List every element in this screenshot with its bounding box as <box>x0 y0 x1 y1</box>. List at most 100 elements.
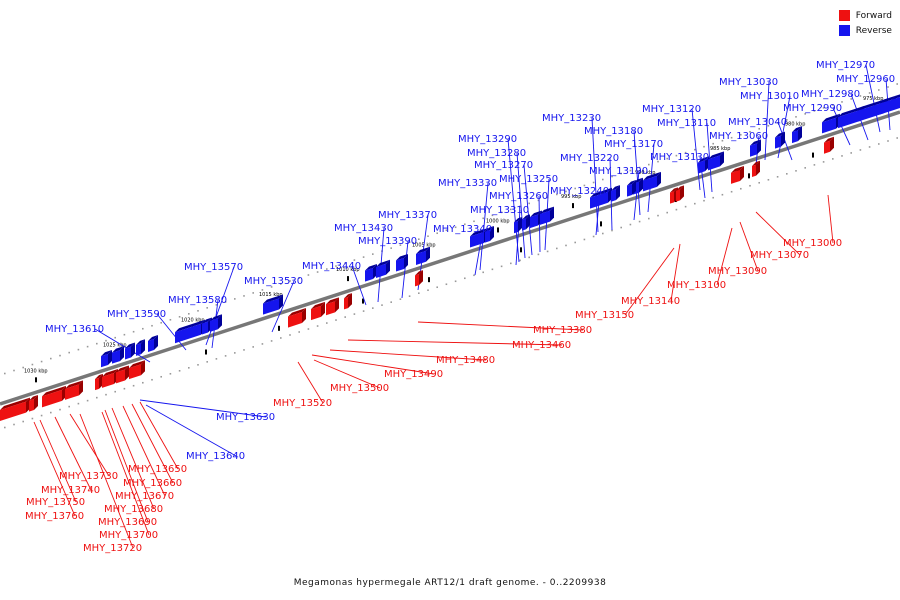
axis-line <box>0 110 900 406</box>
connector-line <box>739 221 759 272</box>
upper-dot <box>142 327 144 330</box>
connector-line <box>827 194 834 244</box>
lower-dot <box>500 265 503 268</box>
connector-line <box>111 407 155 510</box>
lower-dot <box>519 259 521 262</box>
upper-dot <box>896 83 898 85</box>
forward-gene <box>29 394 38 412</box>
legend-forward: Forward <box>838 8 892 23</box>
upper-dot <box>252 292 254 294</box>
lower-dot <box>850 152 852 154</box>
lower-dot <box>243 349 245 351</box>
legend: Forward Reverse <box>838 8 892 38</box>
lower-dot <box>215 358 218 360</box>
forward-gene <box>116 365 129 384</box>
tick-mark <box>362 298 364 304</box>
lower-dot <box>224 355 227 357</box>
upper-dot <box>206 307 208 309</box>
gene-label: MHY_13570 <box>184 262 243 273</box>
tick-label: 995 kbp <box>561 194 581 200</box>
lower-dot <box>896 137 898 139</box>
tick-mark <box>748 173 750 179</box>
forward-swatch <box>838 10 850 21</box>
lower-dot <box>316 325 319 327</box>
reverse-gene <box>892 94 900 111</box>
lower-dot <box>795 170 797 172</box>
forward-gene <box>752 160 760 178</box>
connector-line <box>755 211 801 256</box>
upper-dot <box>519 205 521 208</box>
upper-dot <box>13 369 15 372</box>
connector-line <box>311 354 435 375</box>
lower-dot <box>712 196 714 199</box>
lower-dot <box>556 247 558 250</box>
lower-dot <box>859 149 862 151</box>
gene-label: MHY_13690 <box>98 517 157 528</box>
gene-label: MHY_13670 <box>115 491 174 502</box>
gene-label: MHY_13490 <box>384 369 443 380</box>
connector-line <box>624 247 675 316</box>
gene-label: MHY_13440 <box>302 261 361 272</box>
connector-line <box>401 240 409 299</box>
lower-dot <box>86 399 89 402</box>
lower-dot <box>611 229 613 232</box>
lower-dot <box>123 387 126 390</box>
gene-label: MHY_13070 <box>750 250 809 261</box>
lower-dot <box>142 381 144 384</box>
upper-dot <box>482 217 484 220</box>
upper-dot <box>657 160 659 163</box>
upper-dot <box>611 175 613 178</box>
tick-label: 1025 kbp <box>103 343 127 349</box>
lower-dot <box>335 319 337 321</box>
upper-dot <box>68 351 70 354</box>
lower-dot <box>160 375 162 378</box>
lower-dot <box>546 250 549 253</box>
connector-line <box>104 409 149 523</box>
lower-dot <box>776 176 779 178</box>
lower-dot <box>188 367 190 369</box>
lower-dot <box>132 384 135 387</box>
upper-dot <box>280 283 282 285</box>
upper-dot <box>878 89 880 91</box>
lower-dot <box>464 277 466 280</box>
upper-dot <box>730 136 733 139</box>
lower-dot <box>381 304 383 306</box>
upper-dot <box>537 199 540 202</box>
reverse-gene <box>792 126 802 144</box>
lower-dot <box>666 211 668 214</box>
upper-dot <box>335 265 337 267</box>
upper-dot <box>758 127 760 130</box>
lower-dot <box>878 143 880 145</box>
gene-label: MHY_13700 <box>99 530 158 541</box>
tick-mark <box>347 276 349 282</box>
connector-line <box>516 152 526 259</box>
lower-dot <box>537 253 540 256</box>
gene-label: MHY_13460 <box>512 340 571 351</box>
upper-dot <box>86 345 89 348</box>
lower-dot <box>197 364 199 366</box>
gene-label: MHY_13760 <box>25 511 84 522</box>
lower-dot <box>675 208 678 211</box>
tick-mark <box>600 221 602 227</box>
upper-dot <box>786 119 788 121</box>
lower-dot <box>694 202 696 205</box>
upper-dot <box>178 315 181 318</box>
lower-dot <box>77 402 80 405</box>
gene-label: MHY_12970 <box>816 60 875 71</box>
tick-mark <box>35 377 37 383</box>
upper-dot <box>620 172 622 175</box>
tick-mark <box>572 203 574 209</box>
lower-dot <box>390 301 392 303</box>
upper-dot <box>307 274 310 276</box>
upper-dot <box>684 151 687 154</box>
connector-line <box>79 413 134 549</box>
lower-dot <box>638 220 641 223</box>
lower-dot <box>418 292 420 295</box>
gene-label: MHY_13280 <box>467 148 526 159</box>
lower-dot <box>307 328 310 330</box>
lower-dot <box>408 295 411 297</box>
lower-dot <box>822 161 825 163</box>
lower-dot <box>629 223 632 226</box>
gene-label: MHY_13180 <box>584 126 643 137</box>
